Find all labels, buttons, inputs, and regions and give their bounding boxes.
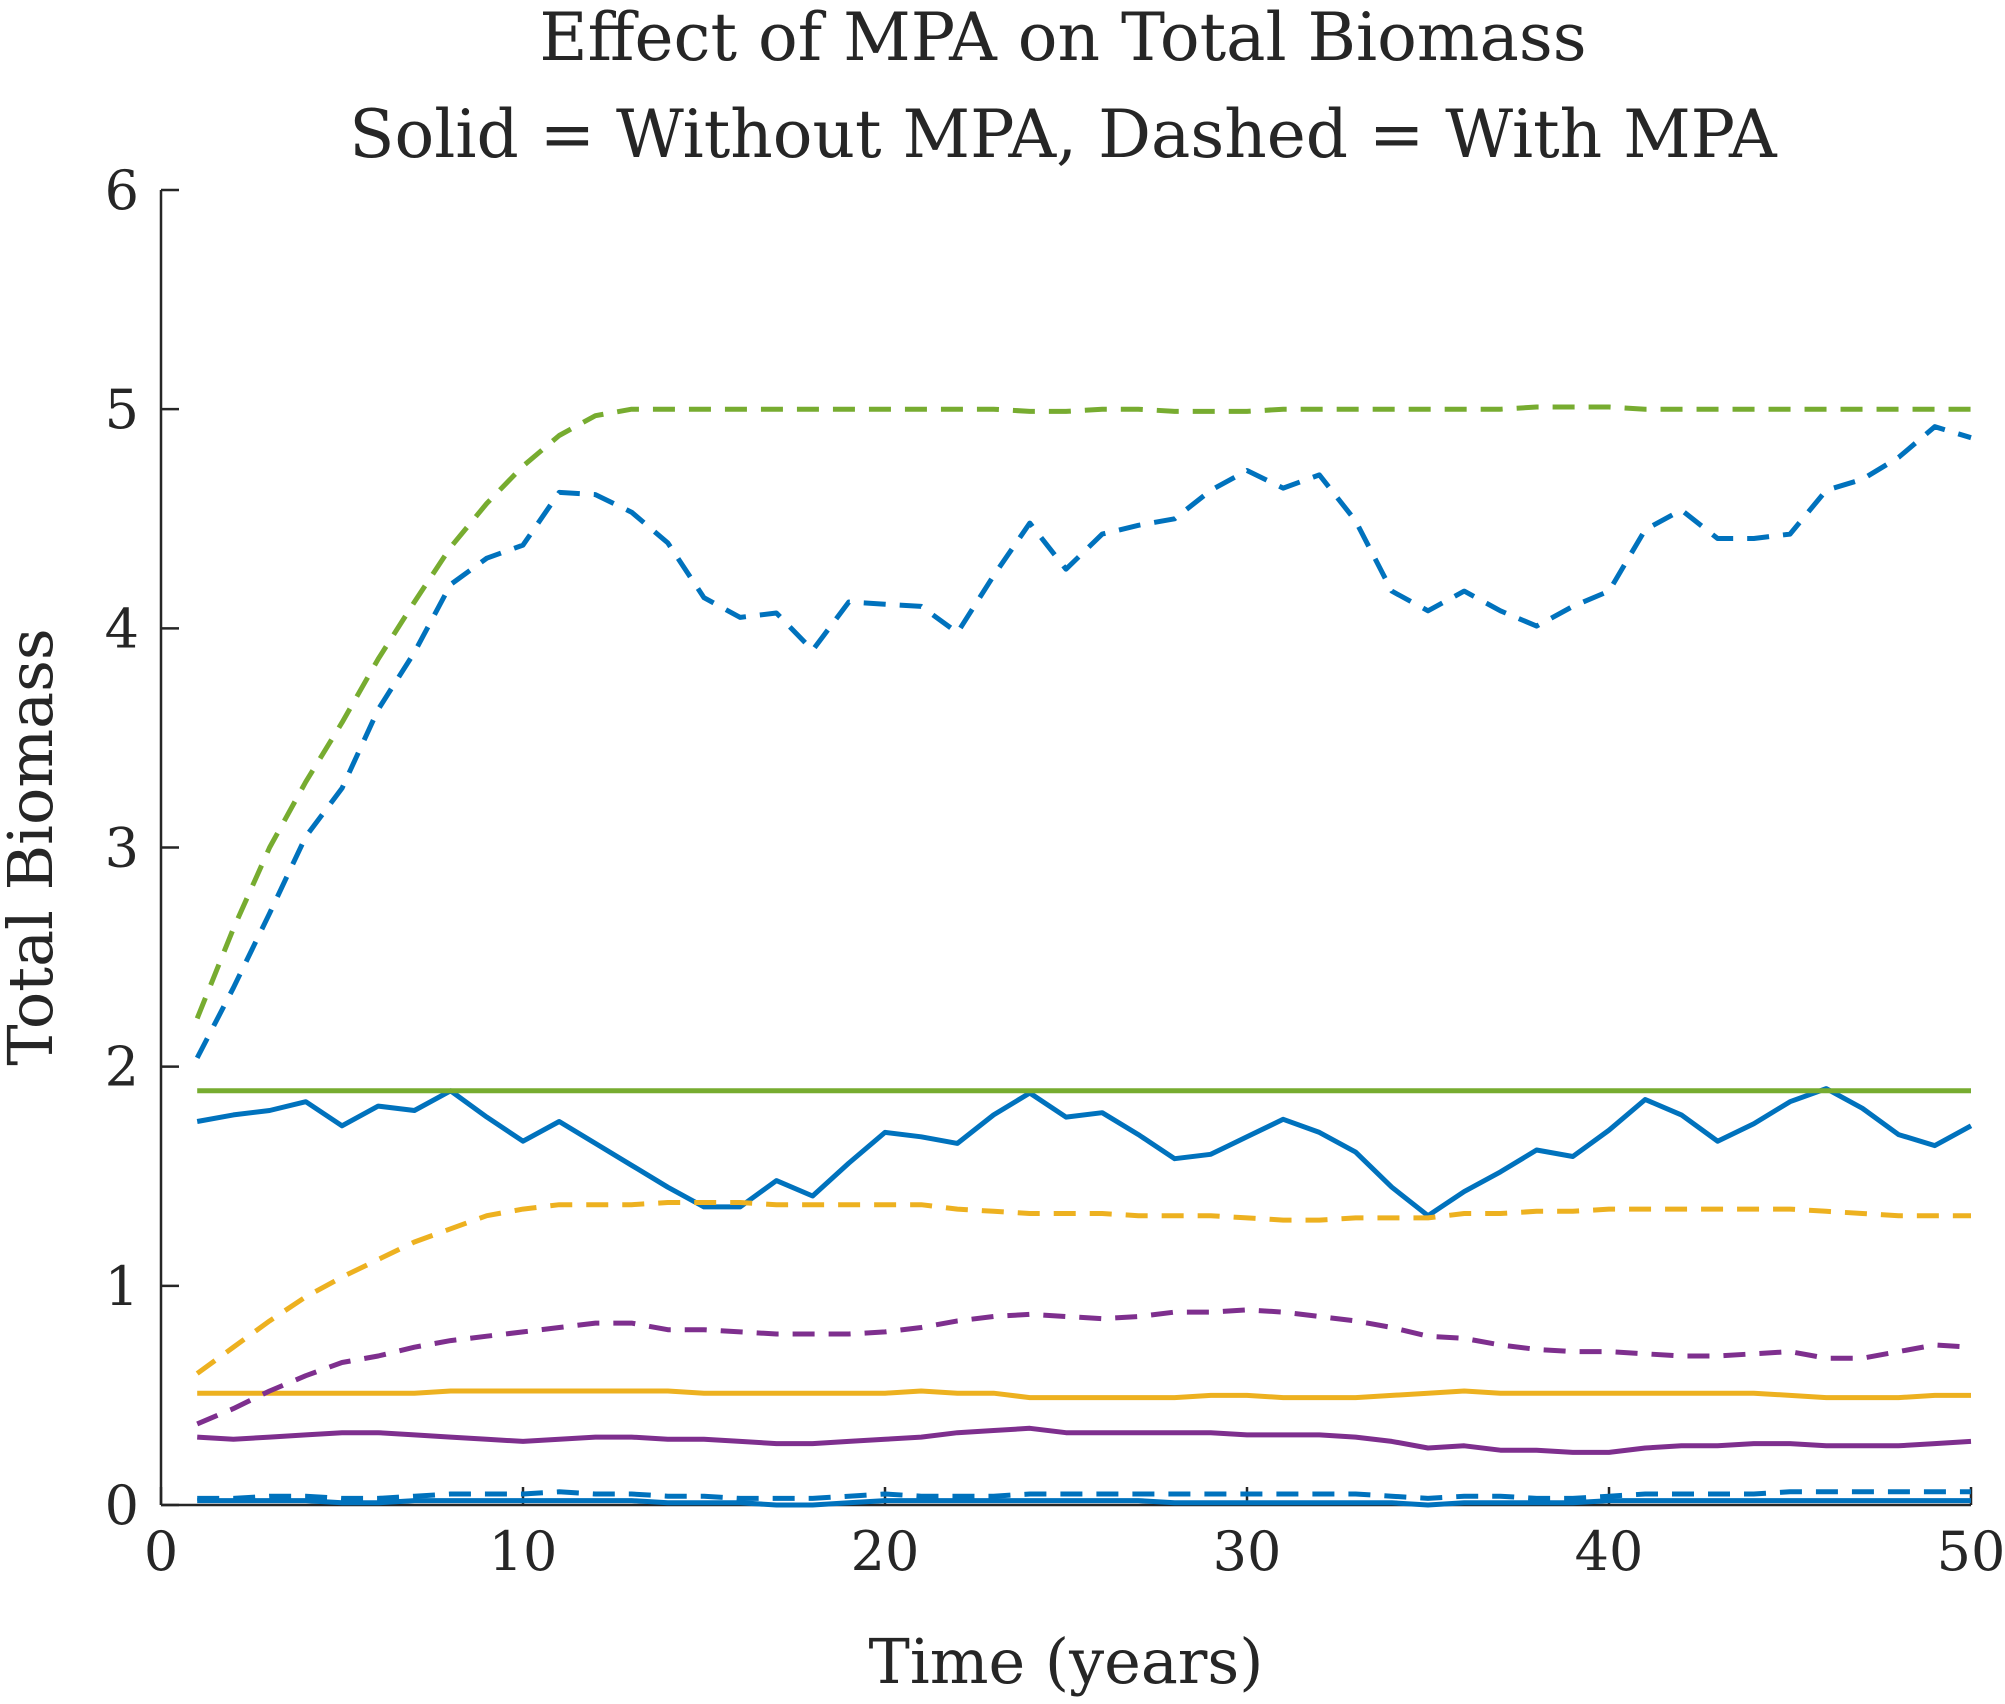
x-tick-label: 0 (144, 1520, 178, 1583)
x-tick-label: 40 (1575, 1520, 1644, 1583)
plot-axes (159, 190, 1971, 1507)
x-axis-label: Time (years) (869, 1625, 1264, 1698)
y-ticks: 0 1 2 3 4 5 6 (105, 159, 179, 1537)
y-tick-label: 1 (105, 1255, 139, 1318)
x-tick-label: 50 (1937, 1520, 2005, 1583)
series-lines (194, 404, 1973, 1508)
series-line-6-dashed (195, 1200, 1971, 1376)
series-line-2-dashed (194, 424, 1972, 1060)
x-tick-label: 30 (1213, 1520, 1282, 1583)
y-tick-label: 2 (105, 1036, 139, 1099)
series-line-10-dashed (197, 1489, 1971, 1501)
chart-title: Effect of MPA on Total Biomass (539, 0, 1586, 76)
chart-subtitle: Solid = Without MPA, Dashed = With MPA (349, 96, 1778, 173)
y-tick-label: 6 (105, 159, 139, 222)
series-line-1-solid (196, 1086, 1973, 1219)
series-line-8-dashed (196, 1307, 1972, 1427)
y-tick-label: 0 (105, 1474, 139, 1537)
series-line-4-dashed (194, 404, 1971, 1020)
series-line-7-solid (197, 1425, 1972, 1455)
y-axis-label: Total Biomass (0, 628, 67, 1065)
series-line-5-solid (197, 1388, 1971, 1401)
series-line-9-solid (197, 1498, 1971, 1508)
x-tick-label: 10 (489, 1520, 558, 1583)
y-tick-label: 5 (105, 378, 139, 441)
y-tick-label: 4 (105, 597, 139, 660)
y-tick-label: 3 (105, 817, 139, 880)
x-tick-label: 20 (851, 1520, 920, 1583)
